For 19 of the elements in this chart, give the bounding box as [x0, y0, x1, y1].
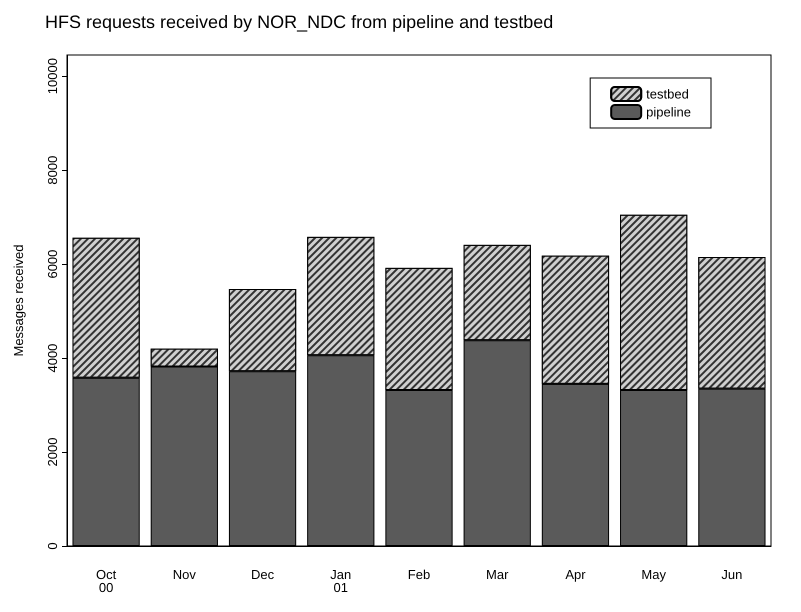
y-tick-label: 6000 [45, 250, 60, 279]
x-tick-label: Apr [565, 567, 586, 582]
chart-title: HFS requests received by NOR_NDC from pipeline and testbed [45, 12, 554, 32]
x-tick-label: Dec [250, 567, 275, 582]
x-tick-label: Mar [486, 567, 510, 582]
x-tick-label: Nov [172, 567, 196, 582]
x-tick-label: Jan 01 [330, 567, 352, 595]
y-tick-label: 10000 [45, 58, 60, 94]
y-axis-title: Messages received [11, 244, 26, 356]
x-tick-label: Jun [721, 567, 742, 582]
x-tick-label: May [641, 567, 666, 582]
x-tick-label: Oct 00 [96, 567, 117, 595]
legend-label: pipeline [646, 104, 692, 120]
y-tick-label: 0 [45, 542, 60, 550]
y-tick-label: 2000 [45, 438, 60, 466]
x-tick-label: Feb [408, 567, 430, 582]
y-tick-label: 8000 [45, 156, 60, 185]
y-tick-label: 4000 [45, 344, 60, 373]
legend-label: testbed [646, 86, 689, 102]
